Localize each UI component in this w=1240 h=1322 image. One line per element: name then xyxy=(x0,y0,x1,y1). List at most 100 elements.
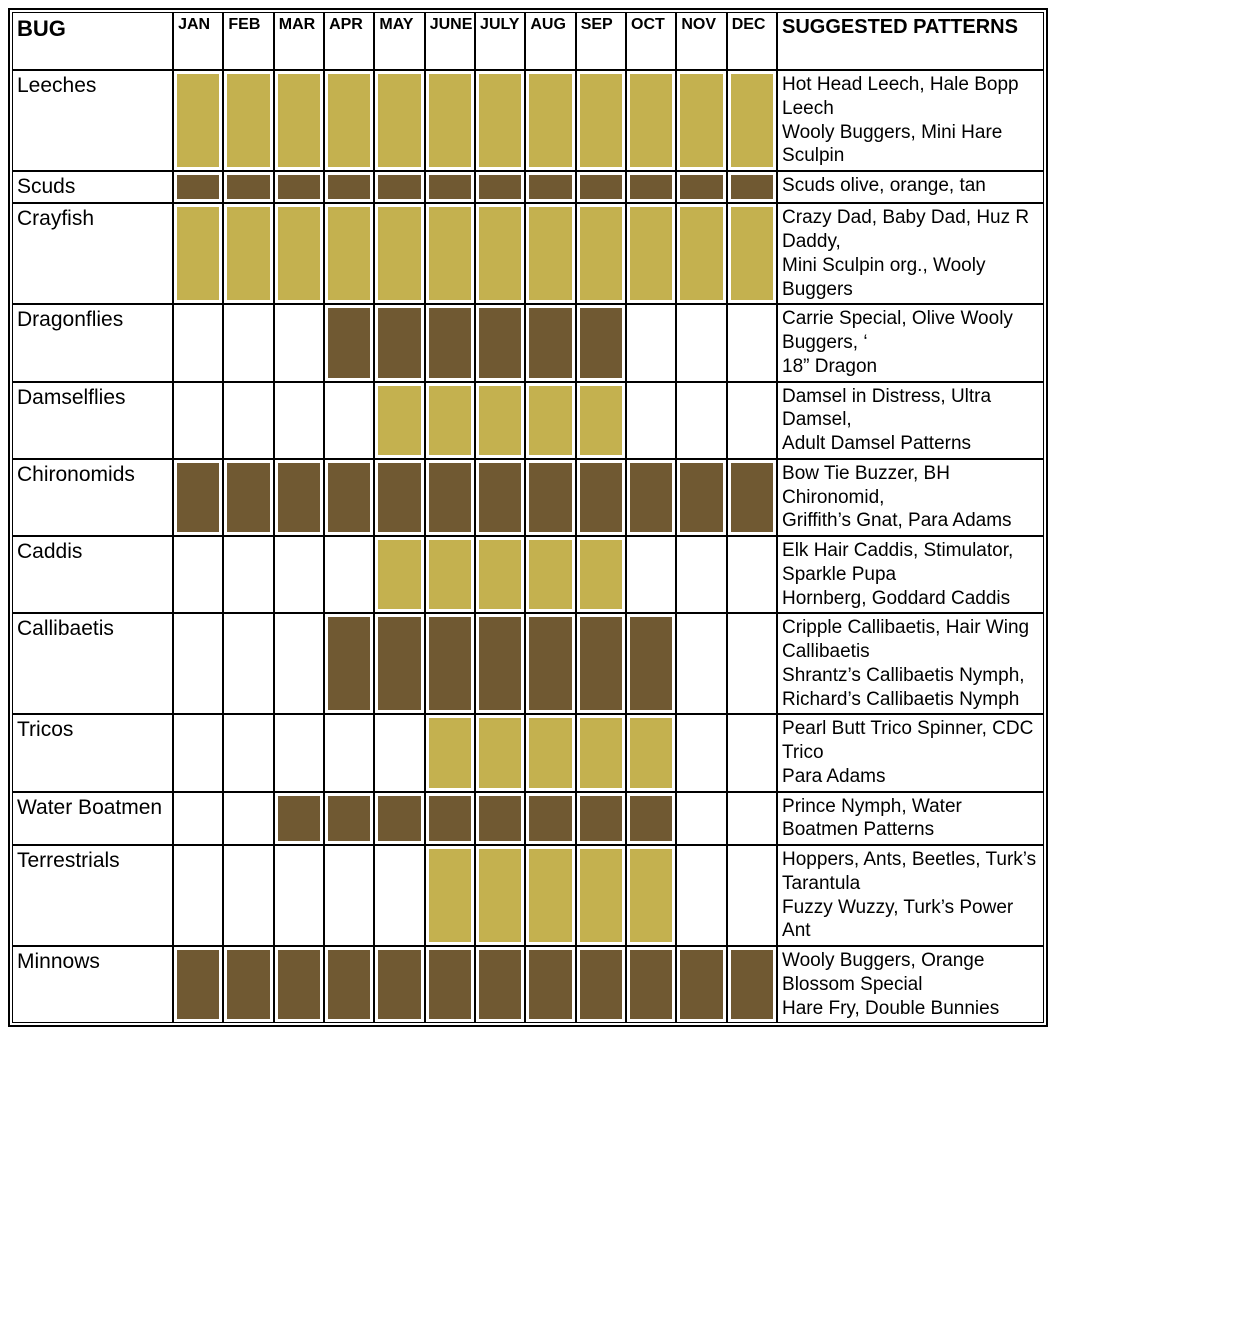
patterns-cell: Elk Hair Caddis, Stimulator, Sparkle Pup… xyxy=(777,536,1044,613)
month-cell xyxy=(374,946,424,1023)
column-header-month: AUG xyxy=(525,12,575,70)
activity-swatch xyxy=(378,207,420,300)
month-cell xyxy=(727,304,777,381)
activity-swatch xyxy=(630,849,672,942)
month-cell xyxy=(324,792,374,846)
activity-swatch xyxy=(680,74,722,167)
bug-name-cell: Minnows xyxy=(12,946,173,1023)
activity-swatch xyxy=(630,718,672,787)
bug-name-cell: Callibaetis xyxy=(12,613,173,714)
hatch-chart-table-wrapper: BUGJANFEBMARAPRMAYJUNEJULYAUGSEPOCTNOVDE… xyxy=(8,8,1048,1027)
month-cell xyxy=(173,459,223,536)
month-cell xyxy=(173,203,223,304)
activity-swatch xyxy=(328,207,370,300)
activity-swatch xyxy=(630,175,672,199)
month-cell xyxy=(626,613,676,714)
column-header-month: MAR xyxy=(274,12,324,70)
month-cell xyxy=(173,171,223,203)
activity-swatch xyxy=(630,950,672,1019)
month-cell xyxy=(274,792,324,846)
table-row: DragonfliesCarrie Special, Olive Wooly B… xyxy=(12,304,1044,381)
month-cell xyxy=(676,845,726,946)
month-cell xyxy=(676,613,726,714)
month-cell xyxy=(223,613,273,714)
month-cell xyxy=(374,304,424,381)
activity-swatch xyxy=(680,950,722,1019)
column-header-month: MAY xyxy=(374,12,424,70)
activity-swatch xyxy=(580,849,622,942)
activity-swatch xyxy=(328,74,370,167)
patterns-cell: Scuds olive, orange, tan xyxy=(777,171,1044,203)
month-cell xyxy=(475,845,525,946)
activity-swatch xyxy=(278,796,320,842)
activity-swatch xyxy=(429,617,471,710)
month-cell xyxy=(374,613,424,714)
month-cell xyxy=(676,171,726,203)
activity-swatch xyxy=(378,617,420,710)
activity-swatch xyxy=(378,463,420,532)
patterns-cell: Hoppers, Ants, Beetles, Turk’s Tarantula… xyxy=(777,845,1044,946)
month-cell xyxy=(425,203,475,304)
month-cell xyxy=(525,946,575,1023)
bug-name-cell: Leeches xyxy=(12,70,173,171)
month-cell xyxy=(676,70,726,171)
activity-swatch xyxy=(278,950,320,1019)
activity-swatch xyxy=(580,540,622,609)
activity-swatch xyxy=(630,207,672,300)
month-cell xyxy=(475,304,525,381)
activity-swatch xyxy=(529,463,571,532)
month-cell xyxy=(727,203,777,304)
activity-swatch xyxy=(580,950,622,1019)
month-cell xyxy=(727,536,777,613)
activity-swatch xyxy=(529,796,571,842)
patterns-cell: Prince Nymph, Water Boatmen Patterns xyxy=(777,792,1044,846)
month-cell xyxy=(274,459,324,536)
patterns-cell: Pearl Butt Trico Spinner, CDC TricoPara … xyxy=(777,714,1044,791)
month-cell xyxy=(425,459,475,536)
month-cell xyxy=(525,714,575,791)
month-cell xyxy=(274,613,324,714)
column-header-patterns: SUGGESTED PATTERNS xyxy=(777,12,1044,70)
activity-swatch xyxy=(177,74,219,167)
month-cell xyxy=(475,714,525,791)
activity-swatch xyxy=(227,950,269,1019)
month-cell xyxy=(525,459,575,536)
activity-swatch xyxy=(378,308,420,377)
activity-swatch xyxy=(227,207,269,300)
activity-swatch xyxy=(227,175,269,199)
activity-swatch xyxy=(227,74,269,167)
month-cell xyxy=(223,304,273,381)
month-cell xyxy=(173,946,223,1023)
month-cell xyxy=(576,171,626,203)
month-cell xyxy=(475,536,525,613)
activity-swatch xyxy=(378,950,420,1019)
month-cell xyxy=(324,613,374,714)
column-header-month: NOV xyxy=(676,12,726,70)
month-cell xyxy=(727,845,777,946)
month-cell xyxy=(576,203,626,304)
month-cell xyxy=(223,459,273,536)
activity-swatch xyxy=(529,386,571,455)
month-cell xyxy=(324,171,374,203)
activity-swatch xyxy=(479,463,521,532)
activity-swatch xyxy=(378,796,420,842)
month-cell xyxy=(727,459,777,536)
activity-swatch xyxy=(429,796,471,842)
activity-swatch xyxy=(479,308,521,377)
patterns-cell: Wooly Buggers, Orange Blossom SpecialHar… xyxy=(777,946,1044,1023)
month-cell xyxy=(274,845,324,946)
month-cell xyxy=(576,382,626,459)
month-cell xyxy=(324,459,374,536)
month-cell xyxy=(727,171,777,203)
patterns-cell: Hot Head Leech, Hale Bopp LeechWooly Bug… xyxy=(777,70,1044,171)
column-header-month: FEB xyxy=(223,12,273,70)
month-cell xyxy=(626,70,676,171)
activity-swatch xyxy=(378,175,420,199)
month-cell xyxy=(676,946,726,1023)
month-cell xyxy=(626,304,676,381)
month-cell xyxy=(374,845,424,946)
month-cell xyxy=(425,70,475,171)
month-cell xyxy=(676,792,726,846)
activity-swatch xyxy=(580,463,622,532)
month-cell xyxy=(425,613,475,714)
